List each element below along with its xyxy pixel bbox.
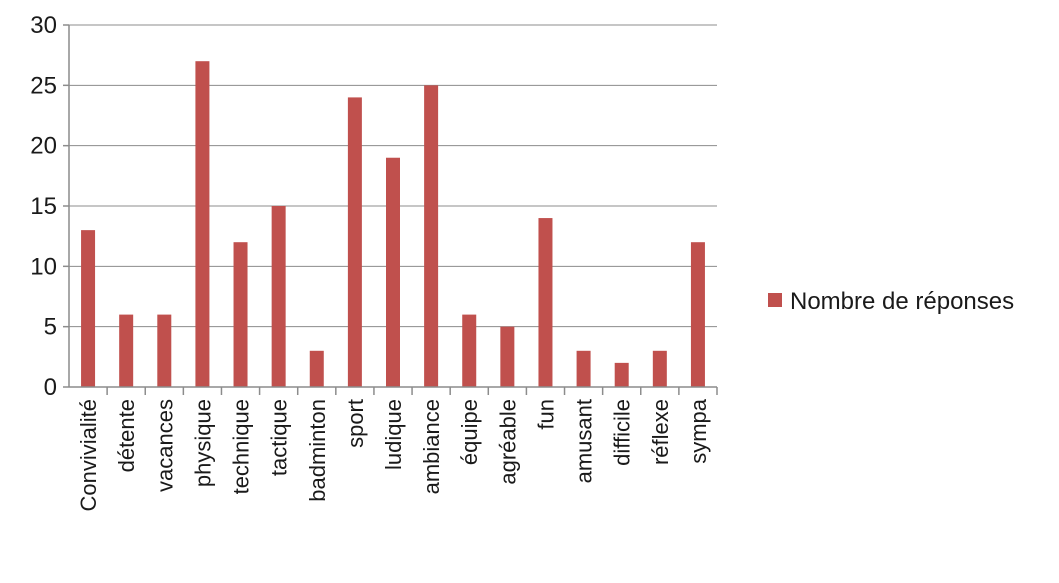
bar-8 xyxy=(386,157,400,387)
bar-3 xyxy=(195,61,210,387)
bar-4 xyxy=(233,242,248,387)
x-tick-label-12: fun xyxy=(533,399,558,430)
x-tick-label-0: Convivialité xyxy=(76,399,101,512)
bar-1 xyxy=(119,314,134,387)
bar-15 xyxy=(652,350,667,387)
bar-13 xyxy=(576,350,591,387)
legend: Nombre de réponses xyxy=(768,288,1014,315)
x-tick-label-16: sympa xyxy=(686,398,711,464)
bar-11 xyxy=(500,326,515,387)
y-tick-label-10: 10 xyxy=(30,253,57,280)
y-tick-label-15: 15 xyxy=(30,193,57,220)
x-tick-label-1: détente xyxy=(114,399,139,472)
bar-10 xyxy=(462,314,477,387)
y-tick-label-25: 25 xyxy=(30,72,57,99)
bar-14 xyxy=(614,362,629,387)
y-tick-label-0: 0 xyxy=(44,374,57,401)
x-tick-label-2: vacances xyxy=(152,399,177,492)
bar-9 xyxy=(424,85,439,387)
legend-swatch xyxy=(768,293,782,307)
x-tick-label-7: sport xyxy=(343,399,368,448)
bar-6 xyxy=(309,350,324,387)
x-tick-label-4: technique xyxy=(229,399,254,494)
x-tick-label-5: tactique xyxy=(267,399,292,476)
x-tick-label-10: équipe xyxy=(457,399,482,465)
x-tick-label-11: agréable xyxy=(495,399,520,485)
bar-12 xyxy=(538,218,553,387)
bar-7 xyxy=(347,97,362,388)
bars xyxy=(81,61,705,388)
y-tick-label-30: 30 xyxy=(30,12,57,39)
legend-label: Nombre de réponses xyxy=(790,288,1014,315)
y-tick-label-20: 20 xyxy=(30,133,57,160)
bar-16 xyxy=(690,242,705,387)
x-tick-label-14: difficile xyxy=(610,399,635,466)
x-tick-label-8: ludique xyxy=(381,399,406,470)
bar-5 xyxy=(271,206,286,387)
x-tick-label-6: badminton xyxy=(305,399,330,502)
x-tick-labels: Convivialité détente vacances physique techn… xyxy=(76,398,711,511)
x-tick-label-15: réflexe xyxy=(648,399,673,465)
x-tick-label-9: ambiance xyxy=(419,399,444,494)
y-tick-label-5: 5 xyxy=(44,314,57,341)
bar-0 xyxy=(81,230,96,387)
bar-2 xyxy=(157,314,172,387)
y-tick-labels: 0 5 10 15 20 25 30 xyxy=(30,12,57,401)
axes xyxy=(63,24,718,395)
x-tick-label-3: physique xyxy=(190,399,215,487)
x-tick-label-13: amusant xyxy=(572,399,597,483)
